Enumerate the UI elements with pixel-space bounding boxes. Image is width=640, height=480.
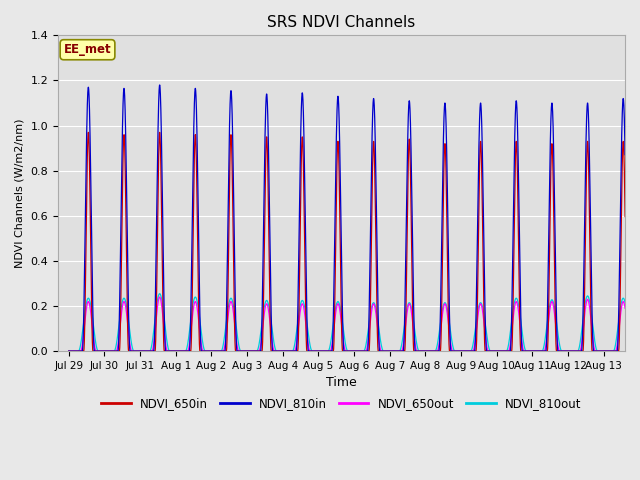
Y-axis label: NDVI Channels (W/m2/nm): NDVI Channels (W/m2/nm) — [15, 119, 25, 268]
Title: SRS NDVI Channels: SRS NDVI Channels — [268, 15, 415, 30]
Legend: NDVI_650in, NDVI_810in, NDVI_650out, NDVI_810out: NDVI_650in, NDVI_810in, NDVI_650out, NDV… — [97, 392, 586, 415]
Text: EE_met: EE_met — [64, 43, 111, 56]
X-axis label: Time: Time — [326, 376, 357, 389]
